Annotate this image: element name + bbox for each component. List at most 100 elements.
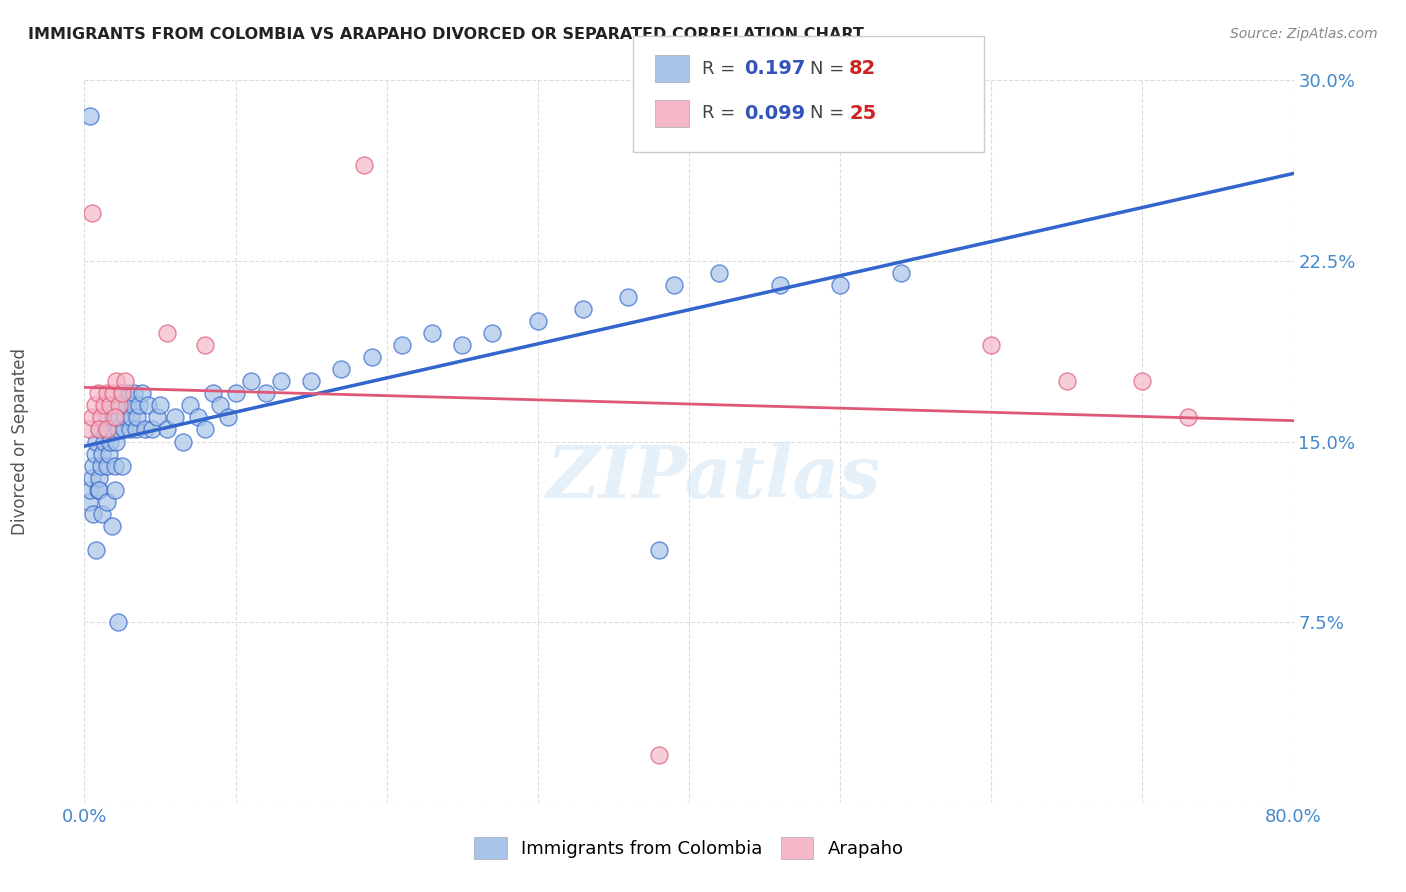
Text: Source: ZipAtlas.com: Source: ZipAtlas.com (1230, 27, 1378, 41)
Point (105, 434, 128, 449)
Point (80, 410, 103, 425)
Point (77, 494, 100, 508)
Point (98, 434, 121, 449)
Point (111, 458, 134, 473)
Point (91, 446, 114, 460)
Point (107, 615, 129, 630)
Point (104, 410, 127, 425)
Point (201, 386, 224, 401)
Point (125, 422, 148, 436)
Point (112, 422, 135, 436)
Point (134, 422, 156, 436)
Point (128, 398, 150, 412)
Point (121, 398, 143, 412)
Point (105, 374, 128, 388)
Point (90, 410, 112, 425)
Point (107, 422, 129, 436)
Point (131, 386, 153, 401)
Point (122, 386, 145, 401)
Point (1177, 410, 1199, 425)
Point (980, 338, 1002, 352)
Point (648, 542, 671, 557)
Point (94, 422, 117, 436)
Point (100, 518, 122, 533)
Text: 82: 82 (849, 59, 876, 78)
Text: ZIPatlas: ZIPatlas (546, 442, 880, 513)
Point (420, 326, 443, 340)
Text: 0.197: 0.197 (744, 59, 806, 78)
Point (82, 507, 104, 521)
Text: R =: R = (702, 104, 741, 122)
Point (330, 362, 353, 376)
Point (270, 374, 292, 388)
Point (127, 410, 149, 425)
Point (115, 398, 138, 412)
Point (299, 374, 322, 388)
Point (1130, 374, 1153, 388)
Point (225, 386, 247, 401)
Point (149, 398, 172, 412)
Point (156, 326, 179, 340)
Point (87, 483, 110, 497)
Point (111, 386, 134, 401)
Point (617, 290, 640, 304)
Point (93, 434, 115, 449)
Point (104, 483, 127, 497)
Point (187, 410, 209, 425)
Point (111, 386, 134, 401)
Point (527, 314, 550, 328)
Point (830, 277, 852, 292)
Text: 25: 25 (849, 103, 876, 123)
Point (101, 410, 124, 425)
Point (451, 338, 474, 352)
Point (172, 434, 194, 449)
Point (117, 386, 139, 401)
Point (96, 422, 118, 436)
Text: 0.099: 0.099 (744, 103, 804, 123)
Point (1056, 374, 1078, 388)
Text: N =: N = (810, 104, 849, 122)
Point (360, 350, 382, 364)
Point (239, 374, 262, 388)
Point (391, 338, 413, 352)
Text: IMMIGRANTS FROM COLOMBIA VS ARAPAHO DIVORCED OR SEPARATED CORRELATION CHART: IMMIGRANTS FROM COLOMBIA VS ARAPAHO DIVO… (28, 27, 865, 42)
Point (104, 398, 127, 412)
Point (98, 398, 121, 412)
Point (89, 470, 111, 484)
Point (93, 398, 115, 412)
Point (79, 483, 101, 497)
Point (141, 422, 163, 436)
Point (136, 398, 159, 412)
Point (89, 483, 111, 497)
Point (648, 747, 671, 762)
Point (91, 507, 114, 521)
Point (108, 398, 131, 412)
Point (84, 446, 107, 460)
Y-axis label: Divorced or Separated: Divorced or Separated (11, 348, 28, 535)
Point (194, 422, 217, 436)
Point (114, 374, 136, 388)
Text: N =: N = (810, 60, 849, 78)
Point (87, 386, 110, 401)
Point (86, 434, 108, 449)
Point (77, 422, 100, 436)
Point (353, 157, 375, 171)
Point (100, 422, 122, 436)
Point (572, 301, 595, 317)
Point (84, 398, 107, 412)
Point (96, 386, 118, 401)
Point (90, 458, 112, 473)
Point (96, 410, 118, 425)
Point (89, 422, 111, 436)
Point (769, 277, 792, 292)
Point (165, 410, 187, 425)
Point (80, 470, 103, 484)
Point (146, 410, 169, 425)
Point (79, 109, 101, 123)
Point (709, 266, 731, 280)
Point (179, 398, 201, 412)
Point (104, 458, 127, 473)
Legend: Immigrants from Colombia, Arapaho: Immigrants from Colombia, Arapaho (467, 830, 911, 866)
Point (96, 458, 118, 473)
Point (209, 398, 232, 412)
